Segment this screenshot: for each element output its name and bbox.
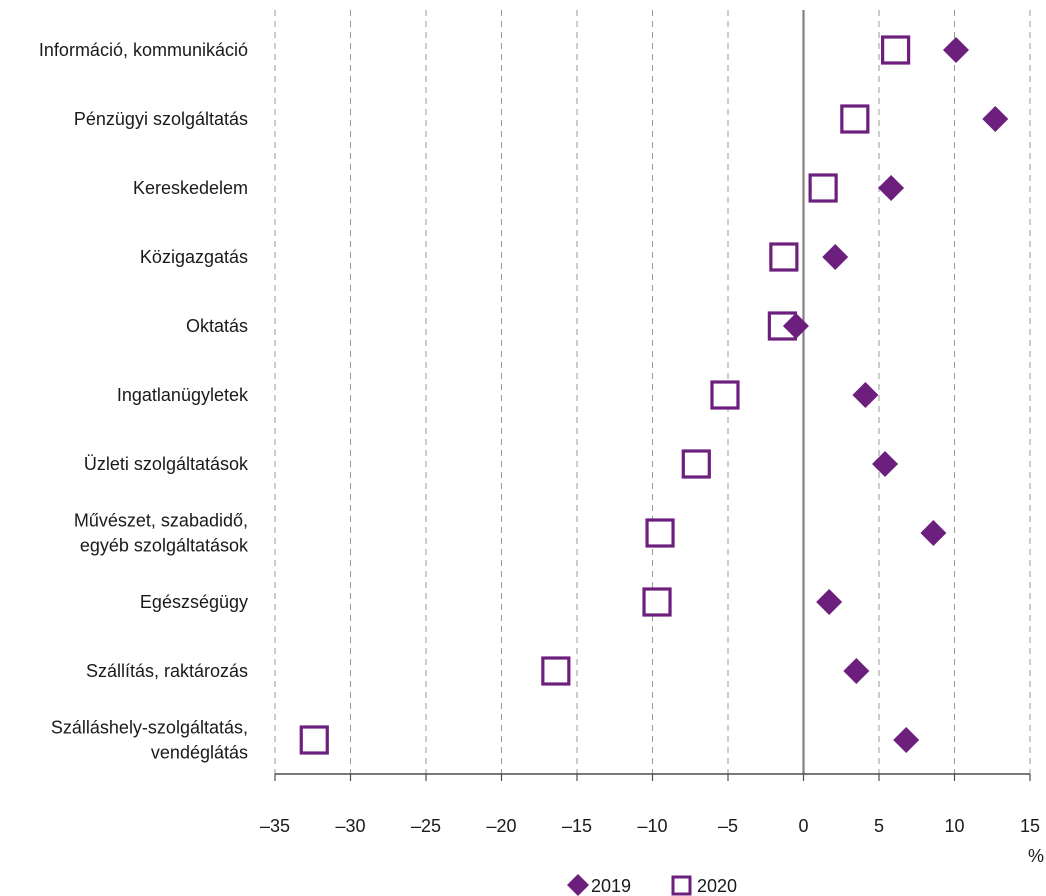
marker-2019 <box>872 451 899 477</box>
marker-2020 <box>541 656 571 686</box>
marker-2019 <box>852 382 879 408</box>
x-tick-label: –5 <box>718 816 738 836</box>
x-tick-label: –25 <box>411 816 441 836</box>
marker-2020 <box>710 380 740 410</box>
category-label: Művészet, szabadidő, <box>74 511 248 531</box>
marker-2020 <box>769 242 799 272</box>
x-tick-label: 0 <box>798 816 808 836</box>
x-tick-label: –15 <box>562 816 592 836</box>
x-tick-label: 15 <box>1020 816 1040 836</box>
marker-2019 <box>982 106 1009 132</box>
category-label: Ingatlanügyletek <box>117 385 249 405</box>
x-tick-label: –35 <box>260 816 290 836</box>
marker-2019 <box>920 520 947 546</box>
x-tick-label: 5 <box>874 816 884 836</box>
marker-2020 <box>645 518 675 548</box>
axes <box>274 10 1031 781</box>
x-tick-label: –30 <box>335 816 365 836</box>
marker-2019 <box>878 175 905 201</box>
category-label: Oktatás <box>186 316 248 336</box>
category-label: egyéb szolgáltatások <box>80 536 249 556</box>
marker-2019 <box>782 313 809 339</box>
marker-2020 <box>881 35 911 65</box>
category-labels: Információ, kommunikáció Pénzügyi szolgál… <box>39 40 249 763</box>
category-label: Szállítás, raktározás <box>86 661 248 681</box>
category-label: Kereskedelem <box>133 178 248 198</box>
marker-2019 <box>843 658 870 684</box>
marker-2020 <box>681 449 711 479</box>
category-label: Üzleti szolgáltatások <box>84 454 249 474</box>
category-label: Egészségügy <box>140 592 248 612</box>
marker-2019 <box>893 727 920 753</box>
marker-2020 <box>299 725 329 755</box>
category-label: Közigazgatás <box>140 247 248 267</box>
legend-2019-label: 2019 <box>591 876 631 896</box>
x-unit-label: % <box>1028 846 1044 866</box>
marker-2019 <box>943 37 970 63</box>
legend-2020-label: 2020 <box>697 876 737 896</box>
x-tick-labels: –35 –30 –25 –20 –15 –10 –5 0 5 10 15 <box>260 816 1040 836</box>
x-tick-label: –20 <box>486 816 516 836</box>
gridlines <box>274 10 1031 774</box>
x-tick-label: 10 <box>944 816 964 836</box>
legend: 2019 2020 <box>567 874 737 896</box>
marker-2019 <box>816 589 843 615</box>
category-label: Információ, kommunikáció <box>39 40 248 60</box>
marker-2019 <box>822 244 849 270</box>
legend-2020-square-icon <box>671 875 692 896</box>
x-tick-label: –10 <box>637 816 667 836</box>
category-label: Szálláshely-szolgáltatás, <box>51 718 248 738</box>
data-markers <box>299 35 1009 755</box>
category-label: vendéglátás <box>151 743 248 763</box>
category-label: Pénzügyi szolgáltatás <box>74 109 248 129</box>
marker-2020 <box>840 104 870 134</box>
marker-2020 <box>642 587 672 617</box>
legend-2019-diamond-icon <box>567 874 589 896</box>
marker-2020 <box>808 173 838 203</box>
